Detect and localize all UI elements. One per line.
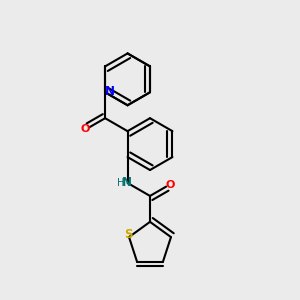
Text: S: S: [124, 228, 132, 241]
Text: N: N: [122, 176, 132, 190]
Text: O: O: [165, 180, 175, 190]
Text: N: N: [104, 85, 115, 98]
Text: O: O: [80, 124, 90, 134]
Text: H: H: [117, 178, 125, 188]
